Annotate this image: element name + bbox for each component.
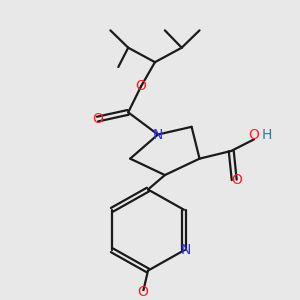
Text: H: H xyxy=(262,128,272,142)
Text: O: O xyxy=(92,112,103,126)
Text: N: N xyxy=(153,128,163,142)
Text: O: O xyxy=(138,285,148,299)
Text: O: O xyxy=(136,79,146,93)
Text: O: O xyxy=(249,128,260,142)
Text: O: O xyxy=(231,173,242,187)
Text: N: N xyxy=(181,243,191,257)
